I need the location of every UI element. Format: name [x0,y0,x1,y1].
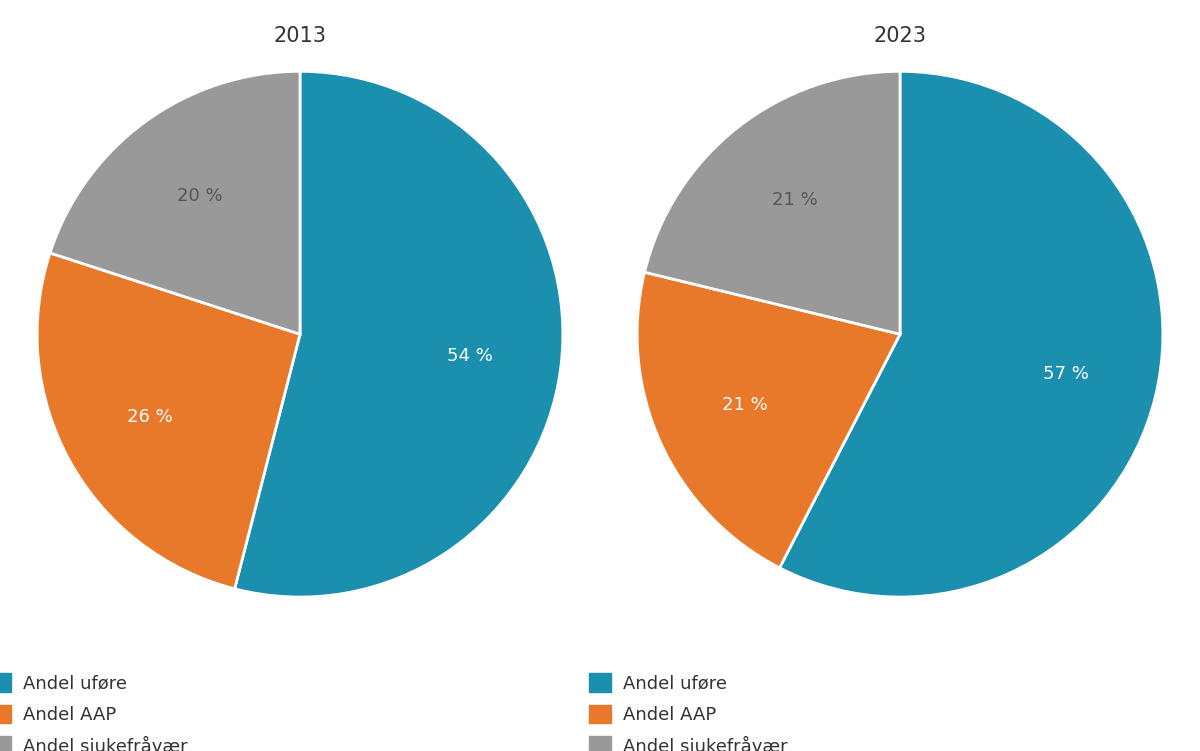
Wedge shape [50,71,300,334]
Text: 54 %: 54 % [446,347,492,364]
Wedge shape [780,71,1163,597]
Text: 57 %: 57 % [1043,366,1088,384]
Text: 26 %: 26 % [127,408,173,426]
Text: 20 %: 20 % [176,187,222,205]
Text: 21 %: 21 % [772,191,817,209]
Wedge shape [637,272,900,568]
Legend: Andel uføre, Andel AAP, Andel sjukefråvær: Andel uføre, Andel AAP, Andel sjukefråvæ… [589,674,787,751]
Wedge shape [37,253,300,589]
Legend: Andel uføre, Andel AAP, Andel sjukefråvær: Andel uføre, Andel AAP, Andel sjukefråvæ… [0,674,187,751]
Wedge shape [235,71,563,597]
Title: 2013: 2013 [274,26,326,46]
Wedge shape [644,71,900,334]
Text: 21 %: 21 % [721,397,768,414]
Title: 2023: 2023 [874,26,926,46]
